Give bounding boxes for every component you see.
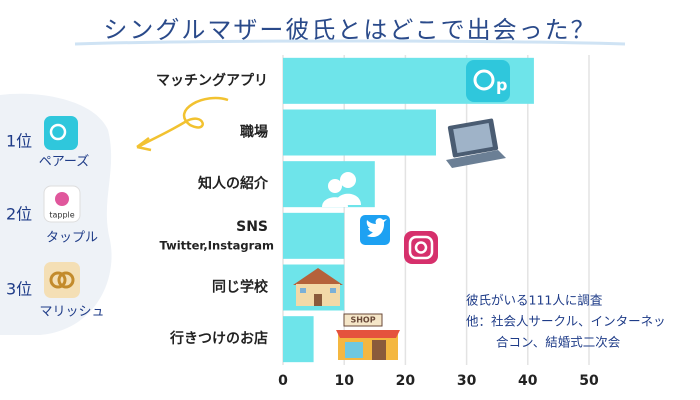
x-tick-label: 20 xyxy=(396,373,416,389)
y-tick-label: 知人の紹介 xyxy=(198,175,269,192)
chart-title: シングルマザー彼氏とはどこで出会った？ xyxy=(103,16,596,44)
annotation: 合コン、結婚式二次会 xyxy=(496,335,621,350)
y-tick-label: 行きつけのお店 xyxy=(169,330,268,347)
bar xyxy=(283,316,314,363)
app-name: マリッシュ xyxy=(39,305,104,320)
title-underline xyxy=(74,39,626,46)
app-icon xyxy=(44,262,80,298)
x-tick-label: 50 xyxy=(579,373,599,389)
school-icon xyxy=(293,268,343,306)
y-tick-label: SNS xyxy=(236,219,268,235)
rank-item: 1位 ペアーズ xyxy=(6,116,89,170)
svg-text:p: p xyxy=(496,76,507,95)
x-tick-label: 40 xyxy=(518,373,538,389)
annotation: 彼氏がいる111人に調査 xyxy=(466,293,603,308)
grid xyxy=(282,55,590,365)
icon-glyph xyxy=(49,271,67,289)
annotation: 他：社会人サークル、インターネッ xyxy=(466,314,666,329)
laptop-icon xyxy=(446,118,506,168)
x-tick-label: 30 xyxy=(457,373,477,389)
y-tick-label: 職場 xyxy=(240,124,268,141)
app-icon xyxy=(44,116,78,150)
bar xyxy=(283,212,345,259)
svg-text:SHOP: SHOP xyxy=(350,316,375,325)
pairs-icon: p xyxy=(466,60,510,102)
rank-item: 2位 tapple タップル xyxy=(6,185,98,246)
rank-number: 1位 xyxy=(6,132,32,151)
instagram-icon xyxy=(404,231,438,264)
twitter-icon xyxy=(360,215,390,245)
y-tick-sublabel: Twitter,Instagram xyxy=(159,238,274,252)
y-tick-label: 同じ学校 xyxy=(212,279,269,296)
rank-number: 3位 xyxy=(6,280,32,299)
bar xyxy=(283,109,436,156)
shop-icon: SHOP xyxy=(336,313,400,360)
arrow xyxy=(139,96,229,148)
x-tick-label: 10 xyxy=(334,373,354,389)
app-name: ペアーズ xyxy=(39,154,90,170)
rank-item: 3位 マリッシュ xyxy=(6,262,105,320)
icon-glyph xyxy=(55,192,69,206)
arrow-head xyxy=(136,137,152,152)
y-tick-label: マッチングアプリ xyxy=(156,72,268,89)
people-icon xyxy=(322,172,361,207)
icon-glyph xyxy=(49,123,67,141)
app-name: タップル xyxy=(46,231,98,246)
x-tick-label: 0 xyxy=(278,373,288,389)
rank-number: 2位 xyxy=(6,205,32,224)
icon-text: tapple xyxy=(49,211,74,220)
icon-glyph xyxy=(57,271,75,289)
